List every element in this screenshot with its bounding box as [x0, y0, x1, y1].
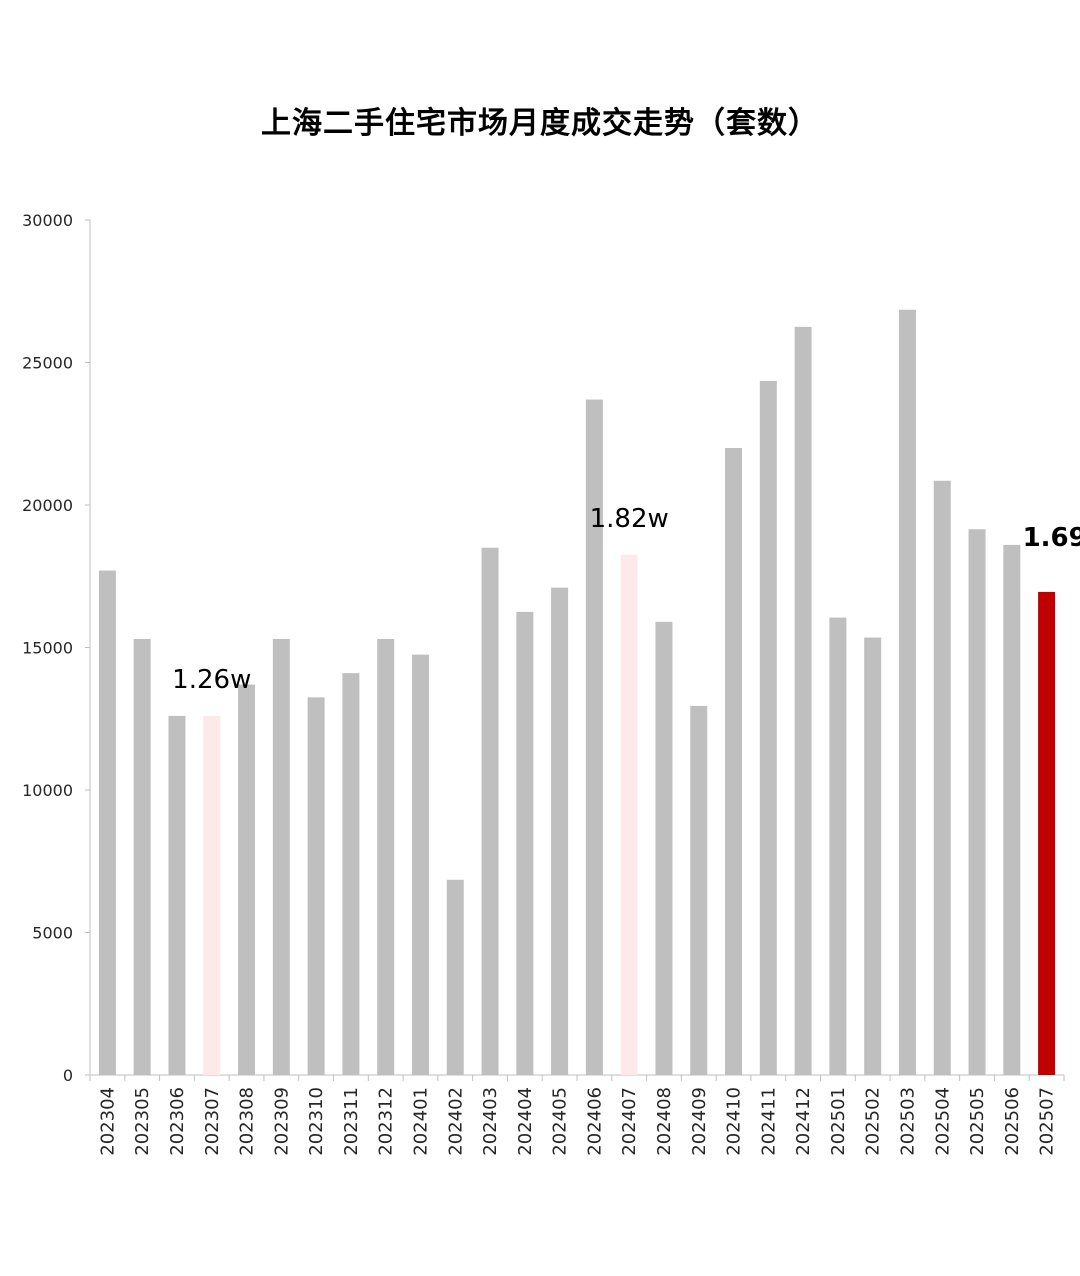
y-tick-label: 15000 [22, 639, 73, 658]
y-tick-label: 25000 [22, 354, 73, 373]
y-tick-label: 10000 [22, 781, 73, 800]
x-tick-label: 202506 [1002, 1087, 1023, 1156]
bar-202312 [377, 638, 395, 1075]
y-tick-label: 30000 [22, 211, 73, 230]
x-tick-label: 202307 [202, 1087, 223, 1156]
bar-202504 [933, 480, 951, 1075]
x-tick-label: 202404 [515, 1087, 536, 1156]
bar-202306 [168, 715, 186, 1075]
bar-202503 [898, 309, 916, 1075]
bar-202307 [203, 715, 221, 1075]
axes: 0 5000 10000 15000 20000 25000 30000 202304 2023… [22, 211, 1065, 1156]
x-tick-label: 202311 [341, 1087, 362, 1156]
bar-202412 [794, 326, 812, 1075]
bar-202305 [133, 638, 151, 1075]
x-tick-label: 202503 [897, 1087, 918, 1156]
x-tick-label: 202310 [306, 1087, 327, 1156]
bar-202310 [307, 697, 325, 1075]
x-tick-label: 202502 [863, 1087, 884, 1156]
x-tick-label: 202308 [237, 1087, 258, 1156]
data-label-current: 1.69w [1023, 523, 1080, 553]
bar-202502 [864, 637, 882, 1075]
x-tick-label: 202401 [410, 1087, 431, 1156]
x-tick-label: 202408 [654, 1087, 675, 1156]
bar-202506 [1003, 544, 1021, 1075]
x-tick-label: 202411 [758, 1087, 779, 1156]
x-tick-label: 202403 [480, 1087, 501, 1156]
bar-202404 [516, 611, 534, 1075]
bar-202304 [98, 570, 116, 1075]
data-label: 1.26w [172, 665, 251, 695]
x-tick-label: 202501 [828, 1087, 849, 1156]
y-tick-label: 5000 [32, 924, 73, 943]
x-tick-label: 202505 [967, 1087, 988, 1156]
x-tick-label: 202306 [167, 1087, 188, 1156]
bar-202308 [238, 684, 256, 1075]
x-tick-label: 202304 [97, 1087, 118, 1156]
bar-202411 [759, 381, 777, 1075]
bar-202507 [1038, 591, 1056, 1075]
bar-202402 [446, 879, 464, 1075]
x-tick-label: 202309 [271, 1087, 292, 1156]
x-tick-label: 202406 [584, 1087, 605, 1156]
annotations: 1.26w 1.82w 1.69w [172, 504, 1080, 695]
bar-202309 [272, 638, 290, 1075]
x-tick-label: 202305 [132, 1087, 153, 1156]
bar-202501 [829, 617, 847, 1075]
x-tick-label: 202410 [724, 1087, 745, 1156]
bars [98, 309, 1056, 1075]
x-tick-label: 202504 [932, 1087, 953, 1156]
x-tick-label: 202405 [550, 1087, 571, 1156]
bar-202403 [481, 547, 499, 1075]
bar-202311 [342, 673, 360, 1075]
x-tick-label: 202409 [689, 1087, 710, 1156]
bar-202401 [411, 654, 429, 1075]
data-label: 1.82w [590, 504, 669, 534]
bar-202406 [585, 399, 603, 1075]
x-tick-label: 202312 [376, 1087, 397, 1156]
chart-title: 上海二手住宅市场月度成交走势（套数） [261, 106, 819, 141]
x-tick-label: 202402 [445, 1087, 466, 1156]
y-tick-label: 0 [63, 1066, 73, 1085]
bar-202505 [968, 529, 986, 1075]
x-tick-label: 202507 [1037, 1087, 1058, 1156]
bar-202407 [620, 554, 638, 1075]
x-tick-label: 202412 [793, 1087, 814, 1156]
bar-202405 [551, 587, 569, 1075]
y-tick-label: 20000 [22, 496, 73, 515]
bar-202410 [725, 448, 743, 1075]
bar-202409 [690, 705, 708, 1075]
bar-202408 [655, 621, 673, 1075]
x-tick-label: 202407 [619, 1087, 640, 1156]
